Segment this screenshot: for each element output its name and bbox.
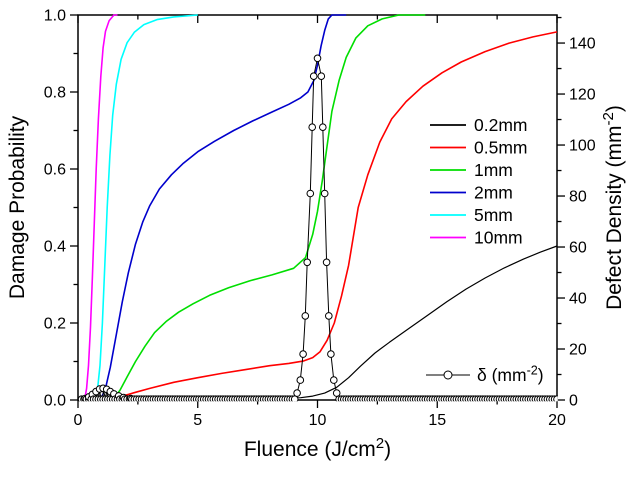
curve-10mm xyxy=(83,14,118,400)
legend-label: 5mm xyxy=(474,205,513,225)
y-left-tick-label: 0.4 xyxy=(44,239,66,256)
legend-label: 1mm xyxy=(474,160,513,180)
x-tick-label: 15 xyxy=(428,412,446,429)
delta-marker xyxy=(306,189,315,198)
delta-legend-marker xyxy=(443,370,453,380)
y-left-tick-label: 0.0 xyxy=(44,393,66,410)
delta-marker xyxy=(303,258,312,267)
legend-label: 2mm xyxy=(474,183,513,203)
curves-group xyxy=(77,14,558,402)
x-tick-label: 5 xyxy=(193,412,202,429)
x-axis-title: Fluence (J/cm2) xyxy=(244,435,391,461)
y-right-tick-label: 120 xyxy=(569,87,596,104)
delta-marker xyxy=(299,350,307,358)
legend-label: 0.5mm xyxy=(474,138,527,158)
delta-markers xyxy=(77,54,558,402)
y-right-axis-title: Defect Density (mm-2) xyxy=(600,105,626,310)
y-left-tick-label: 0.8 xyxy=(44,85,66,102)
legend-label: 10mm xyxy=(474,228,523,248)
legend-row-1mm: 1mm xyxy=(430,160,513,180)
y-right-tick-label: 40 xyxy=(569,291,587,308)
delta-marker xyxy=(325,312,333,320)
delta-marker xyxy=(322,258,331,267)
legend-row-5mm: 5mm xyxy=(430,205,513,225)
delta-marker xyxy=(317,72,326,80)
curve-0.5mm xyxy=(108,31,558,400)
curve-0.2mm xyxy=(78,245,558,400)
delta-marker xyxy=(293,389,301,397)
delta-marker xyxy=(313,54,322,63)
y-right-tick-label: 0 xyxy=(569,393,578,410)
y-right-tick-label: 60 xyxy=(569,240,587,257)
delta-marker xyxy=(327,350,335,358)
y-right-tick-label: 80 xyxy=(569,189,587,206)
y-right-tick-label: 20 xyxy=(569,342,587,359)
delta-marker xyxy=(319,123,327,131)
x-tick-label: 0 xyxy=(74,412,83,429)
curve-5mm xyxy=(94,14,198,400)
x-tick-label: 10 xyxy=(309,412,327,429)
x-tick-label: 20 xyxy=(548,412,566,429)
delta-marker xyxy=(330,376,338,384)
y-left-tick-label: 0.6 xyxy=(44,162,66,179)
y-left-tick-label: 1.0 xyxy=(44,8,66,25)
delta-legend-label: δ (mm-2) xyxy=(477,363,544,385)
delta-marker xyxy=(308,123,317,131)
delta-legend: δ (mm-2) xyxy=(426,363,544,385)
curve-2mm xyxy=(100,14,347,400)
legend-row-0.2mm: 0.2mm xyxy=(430,115,527,135)
legend-label: 0.2mm xyxy=(474,115,527,135)
delta-marker xyxy=(309,72,318,80)
y-right-tick-label: 100 xyxy=(569,138,596,155)
y-left-tick-label: 0.2 xyxy=(44,316,66,333)
curve-1mm xyxy=(112,14,426,400)
legend-row-0.5mm: 0.5mm xyxy=(430,138,527,158)
legend-row-10mm: 10mm xyxy=(430,228,523,248)
delta-marker xyxy=(296,376,305,384)
delta-marker xyxy=(553,395,558,402)
y-right-tick-label: 140 xyxy=(569,36,596,53)
delta-marker xyxy=(301,312,310,320)
delta-marker xyxy=(320,189,329,198)
y-left-axis-title: Damage Probability xyxy=(6,115,29,299)
legend-row-2mm: 2mm xyxy=(430,183,513,203)
